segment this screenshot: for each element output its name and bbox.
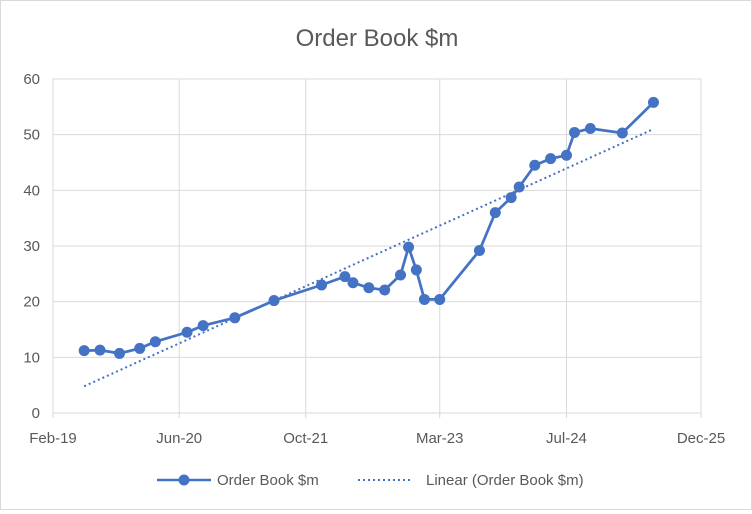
data-point bbox=[529, 159, 541, 171]
grid bbox=[52, 78, 702, 418]
data-point bbox=[434, 293, 446, 305]
data-point bbox=[94, 344, 106, 356]
data-point bbox=[584, 123, 596, 135]
data-point bbox=[113, 347, 125, 359]
data-point bbox=[339, 271, 351, 283]
data-point bbox=[78, 345, 90, 357]
data-point bbox=[379, 284, 391, 296]
data-point bbox=[505, 192, 517, 204]
series-line bbox=[84, 101, 655, 355]
x-tick-label: Dec-25 bbox=[677, 430, 725, 447]
trendline bbox=[83, 128, 654, 388]
data-point bbox=[418, 293, 430, 305]
data-point bbox=[229, 312, 241, 324]
y-tick-label: 20 bbox=[23, 294, 40, 311]
data-point bbox=[181, 326, 193, 338]
legend: Order Book $m Linear (Order Book $m) bbox=[157, 472, 584, 489]
x-tick-label: Mar-23 bbox=[416, 430, 464, 447]
y-tick-label: 0 bbox=[32, 405, 40, 422]
y-tick-label: 40 bbox=[23, 182, 40, 199]
data-point bbox=[268, 295, 280, 307]
data-point bbox=[489, 207, 501, 219]
legend-marker-swatch bbox=[178, 474, 190, 486]
trendline-layer bbox=[83, 128, 654, 388]
y-tick-label: 30 bbox=[23, 238, 40, 255]
data-point bbox=[410, 264, 422, 276]
series-layer bbox=[78, 96, 659, 359]
data-point bbox=[403, 241, 415, 253]
y-axis-tick-labels: 0 10 20 30 40 50 60 bbox=[23, 71, 40, 422]
data-point bbox=[316, 279, 328, 291]
legend-label-trendline: Linear (Order Book $m) bbox=[426, 472, 584, 489]
y-tick-label: 50 bbox=[23, 127, 40, 144]
data-point bbox=[395, 269, 407, 281]
x-tick-label: Oct-21 bbox=[283, 430, 328, 447]
data-point bbox=[545, 153, 557, 165]
plot-area-border bbox=[52, 78, 702, 414]
data-point bbox=[134, 342, 146, 354]
data-point bbox=[560, 149, 572, 161]
data-point bbox=[647, 96, 659, 108]
x-axis-tick-labels: Feb-19 Jun-20 Oct-21 Mar-23 Jul-24 Dec-25 bbox=[29, 430, 725, 447]
data-point bbox=[569, 126, 581, 138]
data-point bbox=[149, 336, 161, 348]
y-tick-label: 10 bbox=[23, 349, 40, 366]
chart-title: Order Book $m bbox=[296, 25, 459, 52]
data-point bbox=[473, 244, 485, 256]
x-tick-label: Jul-24 bbox=[546, 430, 587, 447]
data-point bbox=[616, 127, 628, 139]
data-point bbox=[197, 320, 209, 332]
data-point bbox=[347, 277, 359, 289]
x-tick-label: Feb-19 bbox=[29, 430, 77, 447]
data-point bbox=[363, 282, 375, 294]
y-tick-label: 60 bbox=[23, 71, 40, 88]
x-tick-label: Jun-20 bbox=[156, 430, 202, 447]
data-point bbox=[513, 181, 525, 193]
legend-label-series: Order Book $m bbox=[217, 472, 319, 489]
